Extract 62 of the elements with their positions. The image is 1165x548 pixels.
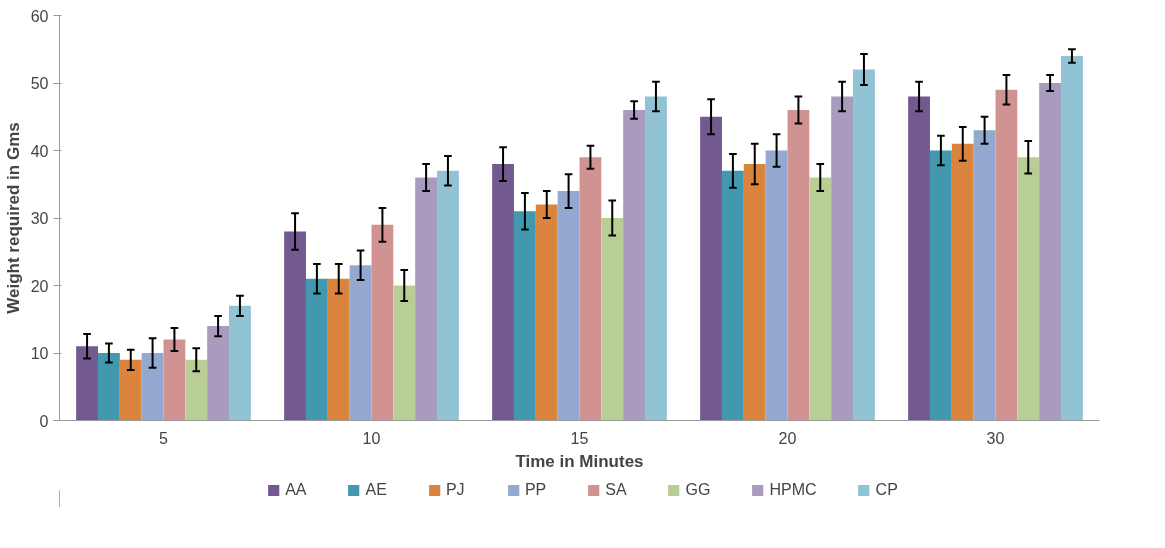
legend-label: HPMC xyxy=(769,481,817,499)
y-axis-title: Weight required in Gms xyxy=(3,122,23,314)
bar xyxy=(437,170,459,421)
bar xyxy=(97,353,120,421)
bar xyxy=(415,177,438,421)
bar xyxy=(163,339,186,421)
bar xyxy=(371,224,394,421)
legend-label: AA xyxy=(285,481,307,499)
bar xyxy=(535,204,558,421)
bar xyxy=(349,265,372,421)
bar xyxy=(765,150,788,421)
bar xyxy=(853,69,875,421)
bar xyxy=(229,305,251,421)
bar xyxy=(1017,157,1040,421)
bar xyxy=(305,278,328,421)
bar xyxy=(1061,56,1083,421)
legend-label: CP xyxy=(875,481,898,499)
bar xyxy=(700,116,722,421)
bar xyxy=(623,110,646,421)
bar xyxy=(721,170,744,421)
bar xyxy=(831,96,854,421)
bar xyxy=(185,359,208,421)
x-tick-label: 20 xyxy=(778,429,797,447)
bar xyxy=(76,346,98,421)
bar xyxy=(492,164,514,421)
legend-label: SA xyxy=(605,481,627,499)
bar xyxy=(809,177,832,421)
bar xyxy=(207,326,230,421)
x-tick-label: 10 xyxy=(362,429,381,447)
x-axis-title: Time in Minutes xyxy=(515,451,644,471)
x-tick-label: 5 xyxy=(159,429,169,447)
bar xyxy=(951,143,974,421)
y-tick-label: 50 xyxy=(30,75,49,92)
x-tick-label: 15 xyxy=(570,429,589,447)
legend-label: PP xyxy=(524,481,547,499)
legend-label: PJ xyxy=(445,481,466,499)
bar xyxy=(929,150,952,421)
bar xyxy=(393,285,416,421)
bar xyxy=(645,96,667,421)
bar xyxy=(513,211,536,421)
bar xyxy=(1039,83,1062,421)
y-tick-label: 0 xyxy=(39,412,49,430)
bar xyxy=(327,278,350,421)
bar xyxy=(557,191,580,421)
legend-label: AE xyxy=(365,481,387,499)
y-tick-label: 60 xyxy=(30,7,49,25)
bar xyxy=(579,157,602,421)
bar xyxy=(743,164,766,421)
bar xyxy=(995,89,1018,421)
bar xyxy=(908,96,930,421)
bar xyxy=(141,353,164,421)
y-tick-label: 30 xyxy=(30,210,49,227)
y-tick-label: 20 xyxy=(30,277,49,295)
x-tick-label: 30 xyxy=(986,429,1005,447)
bar xyxy=(787,110,810,421)
y-tick-label: 40 xyxy=(30,142,49,160)
bar xyxy=(601,218,624,421)
bar xyxy=(284,231,306,421)
bar xyxy=(973,130,996,421)
legend-label: GG xyxy=(685,481,711,499)
bar xyxy=(119,359,142,421)
y-tick-label: 10 xyxy=(30,345,49,362)
